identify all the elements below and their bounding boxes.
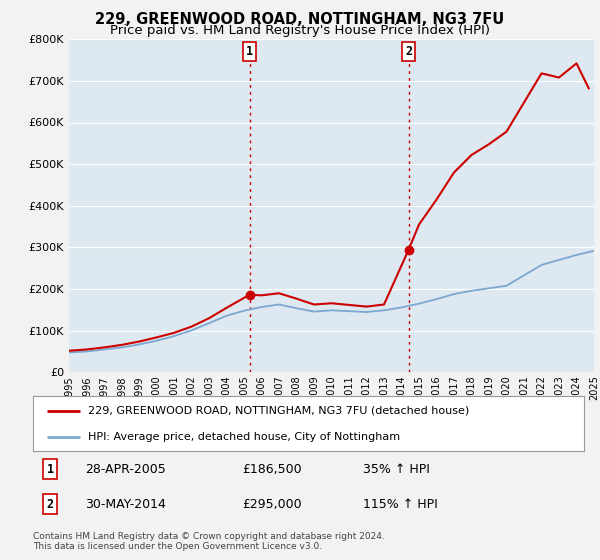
Text: 28-APR-2005: 28-APR-2005 xyxy=(85,463,166,476)
Text: £186,500: £186,500 xyxy=(242,463,302,476)
Text: 1: 1 xyxy=(246,45,253,58)
Text: HPI: Average price, detached house, City of Nottingham: HPI: Average price, detached house, City… xyxy=(88,432,400,442)
Text: 229, GREENWOOD ROAD, NOTTINGHAM, NG3 7FU: 229, GREENWOOD ROAD, NOTTINGHAM, NG3 7FU xyxy=(95,12,505,27)
Text: 30-MAY-2014: 30-MAY-2014 xyxy=(85,498,166,511)
Text: 1: 1 xyxy=(47,463,54,476)
Text: This data is licensed under the Open Government Licence v3.0.: This data is licensed under the Open Gov… xyxy=(33,542,322,550)
Text: 35% ↑ HPI: 35% ↑ HPI xyxy=(364,463,430,476)
Text: 229, GREENWOOD ROAD, NOTTINGHAM, NG3 7FU (detached house): 229, GREENWOOD ROAD, NOTTINGHAM, NG3 7FU… xyxy=(88,406,469,416)
Text: 2: 2 xyxy=(405,45,412,58)
Text: 115% ↑ HPI: 115% ↑ HPI xyxy=(364,498,438,511)
Text: 2: 2 xyxy=(47,498,54,511)
Text: Price paid vs. HM Land Registry's House Price Index (HPI): Price paid vs. HM Land Registry's House … xyxy=(110,24,490,37)
Text: Contains HM Land Registry data © Crown copyright and database right 2024.: Contains HM Land Registry data © Crown c… xyxy=(33,532,385,541)
Text: £295,000: £295,000 xyxy=(242,498,302,511)
